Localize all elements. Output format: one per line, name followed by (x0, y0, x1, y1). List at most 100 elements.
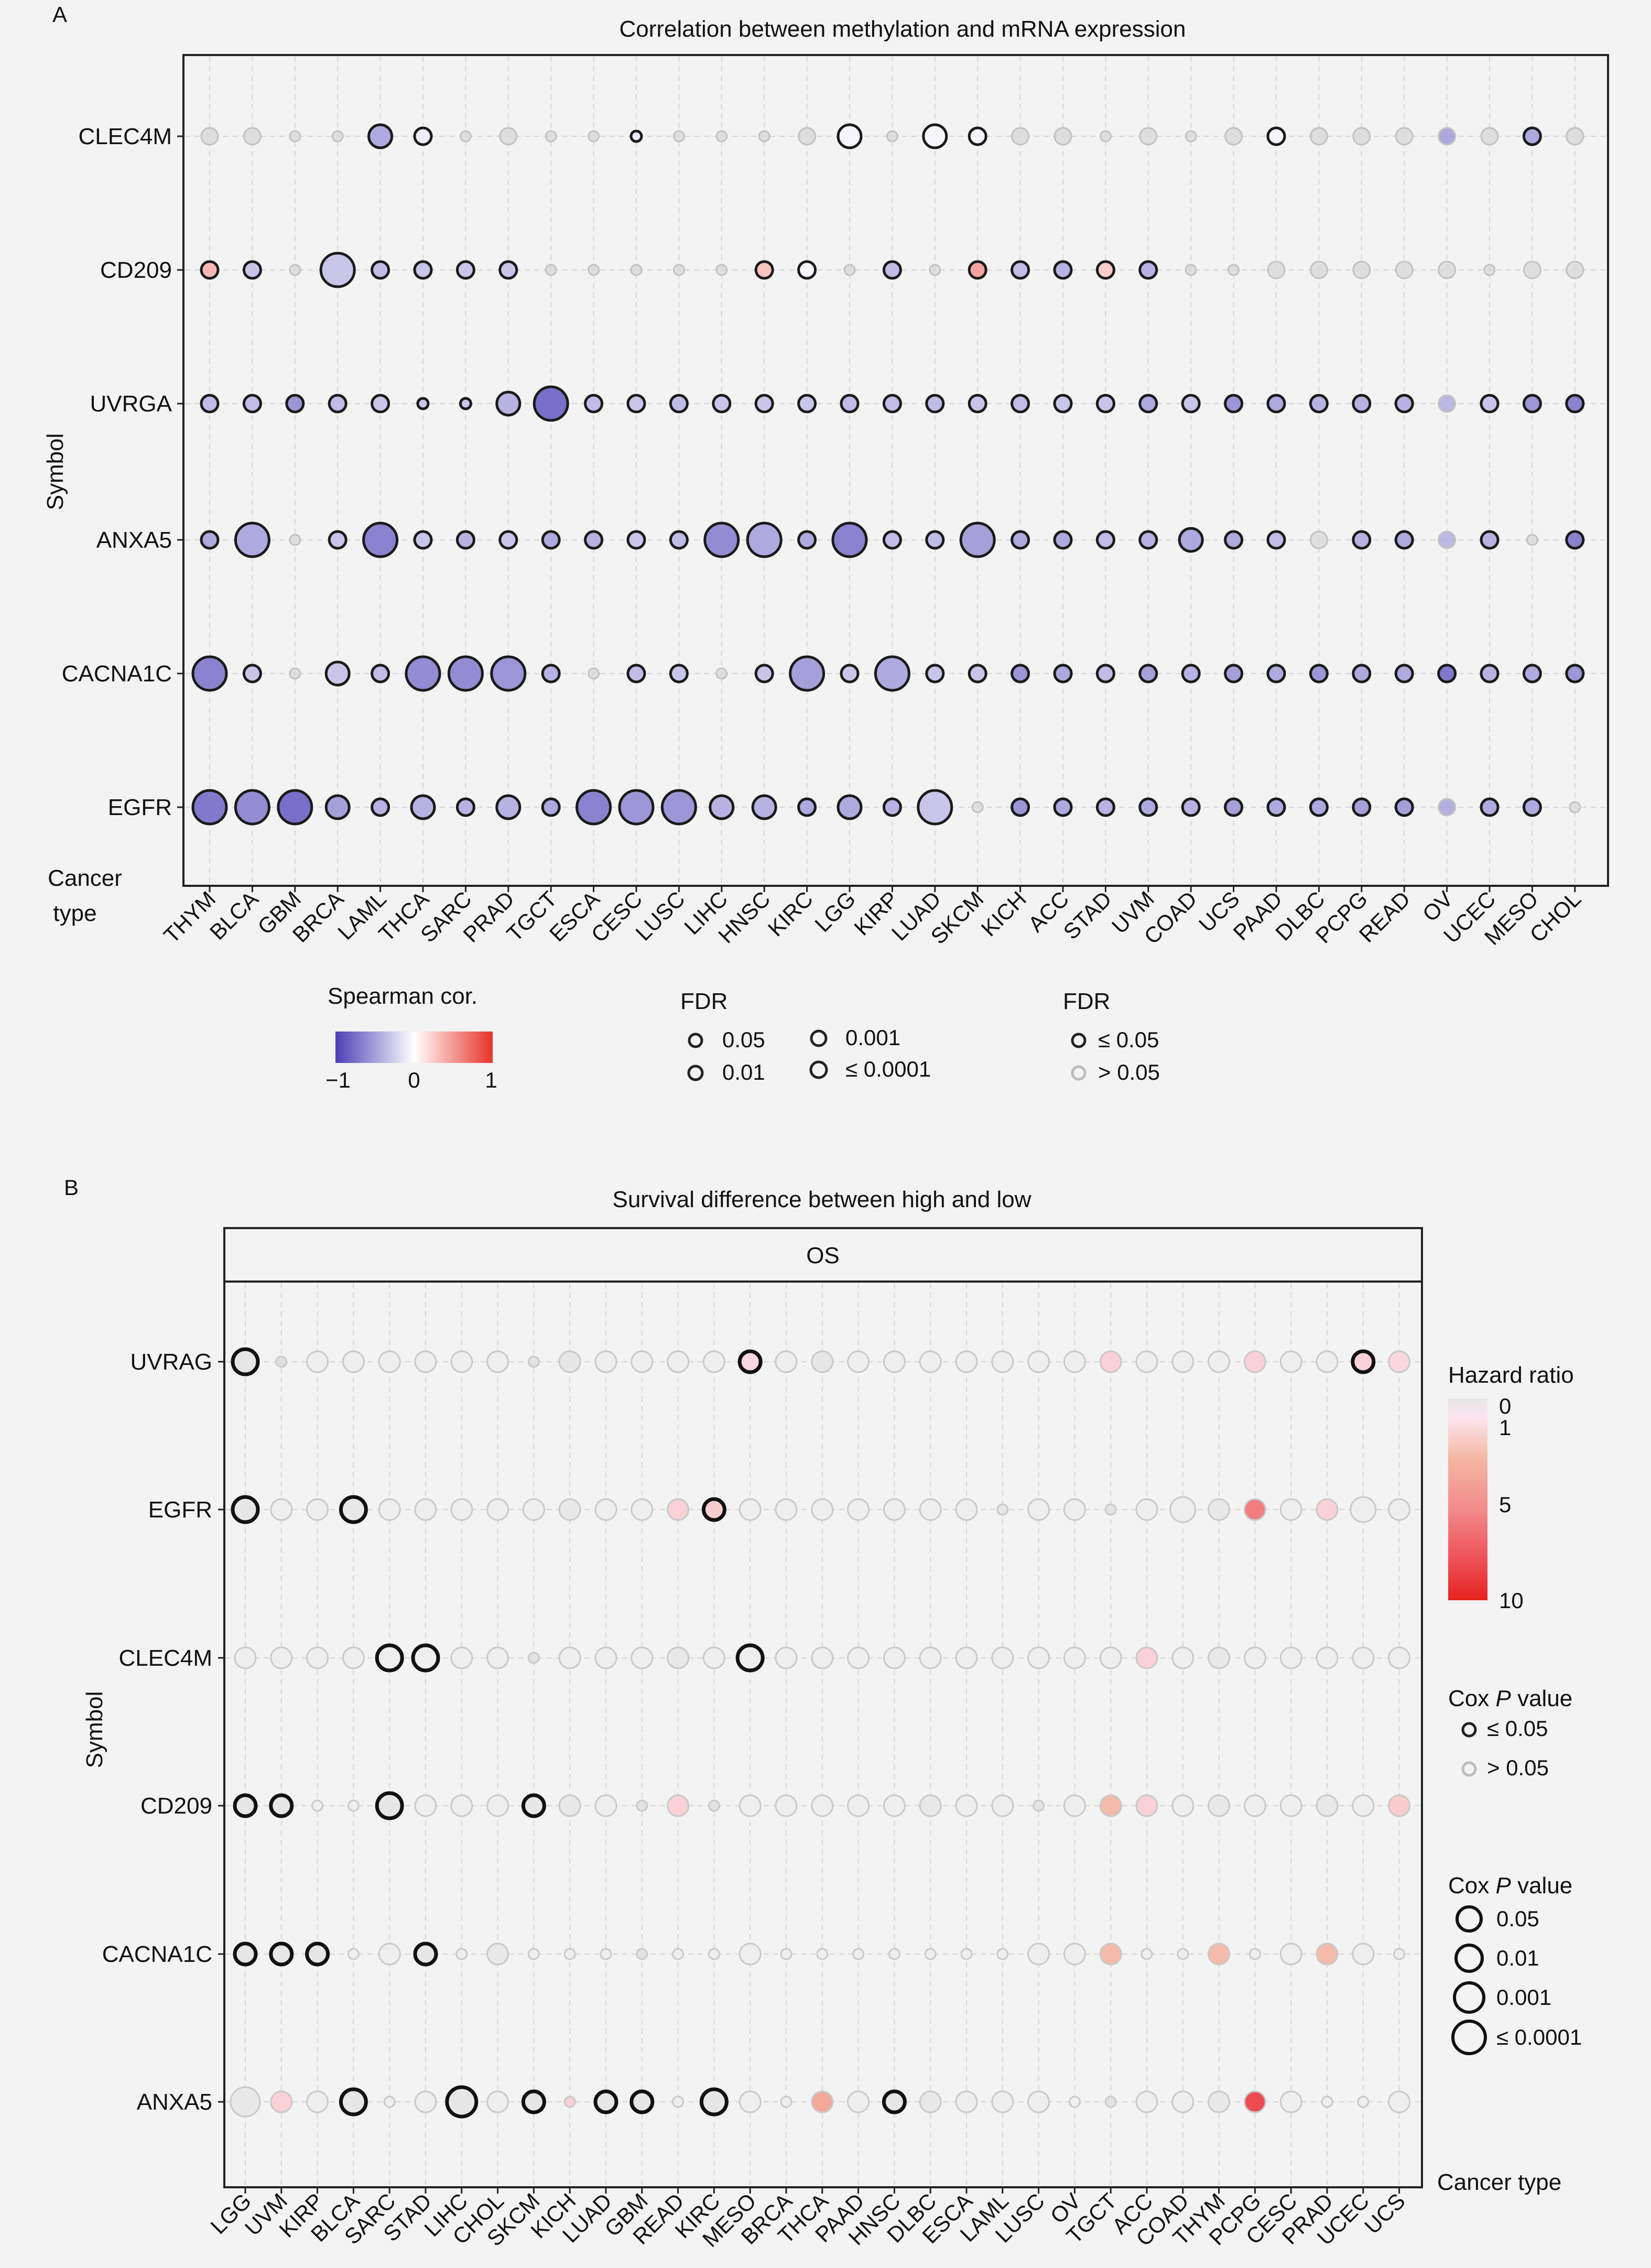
point-anxa5-coad (1178, 527, 1204, 553)
point-cacna1c-esca (588, 667, 600, 680)
y-tick-label-clec4m: CLEC4M (79, 124, 172, 149)
b-point-clec4m-hnsc (883, 1646, 906, 1669)
point-cd209-hnsc (754, 260, 774, 280)
point-anxa5-lusc (669, 530, 689, 550)
point-cd209-thym (200, 260, 220, 280)
b-point-cd209-stad (414, 1794, 437, 1817)
point-egfr-tgct (541, 797, 561, 817)
b-point-anxa5-stad (414, 2090, 437, 2113)
b-point-uvrag-skcm (527, 1355, 540, 1368)
point-clec4m-cesc (629, 129, 643, 143)
point-clec4m-coad (1185, 130, 1197, 143)
b-point-cd209-paad (847, 1794, 870, 1817)
point-anxa5-ucec (1480, 530, 1500, 550)
b-point-cacna1c-read (672, 1948, 685, 1960)
point-cd209-paad (1267, 261, 1286, 279)
point-anxa5-paad (1266, 530, 1286, 550)
x-tick-label-thym: THYM (159, 886, 220, 948)
b-point-egfr-acc (1135, 1498, 1158, 1521)
cox-title-prefix: Cox (1448, 1686, 1495, 1711)
point-cacna1c-blca (242, 664, 262, 683)
point-egfr-gbm (277, 789, 313, 826)
point-clec4m-kirp (886, 130, 898, 143)
point-egfr-luad (917, 789, 953, 826)
panel-a-points (191, 123, 1585, 826)
point-anxa5-acc (1053, 530, 1073, 550)
b-point-uvrag-hnsc (883, 1350, 906, 1373)
point-anxa5-chol (1565, 530, 1585, 550)
point-egfr-blca (234, 789, 270, 826)
x-tick-label-blca: BLCA (205, 886, 263, 945)
point-cd209-cesc (630, 264, 643, 276)
b-point-egfr-tgct (1104, 1503, 1117, 1516)
b-point-clec4m-laml (991, 1646, 1014, 1669)
hr-legend-bar (1448, 1398, 1487, 1600)
b-point-anxa5-kirc (699, 2087, 729, 2117)
point-egfr-thym (191, 789, 228, 826)
b-point-cacna1c-gbm (636, 1948, 648, 1960)
point-anxa5-skcm (959, 522, 996, 558)
b-point-anxa5-thym (1208, 2090, 1231, 2113)
cox-nonsig-dot (1461, 1761, 1477, 1777)
point-cacna1c-luad (925, 664, 945, 683)
point-cacna1c-lihc (715, 667, 728, 680)
b-point-uvrag-esca (955, 1350, 978, 1373)
b-point-cd209-uvm (269, 1793, 294, 1818)
color-legend-tick-mid: 0 (408, 1068, 420, 1092)
cox-size-label-0.0001: ≤ 0.0001 (1496, 2025, 1582, 2049)
point-clec4m-kich (1011, 127, 1030, 146)
b-point-cacna1c-acc (1141, 1948, 1153, 1960)
b-point-uvrag-paad (847, 1350, 870, 1373)
point-uvrga-kirc (797, 394, 817, 414)
point-egfr-lgg (837, 794, 863, 820)
x-tick-label-paad: PAAD (1228, 886, 1287, 945)
point-uvrga-blca (242, 394, 262, 414)
point-egfr-chol (1569, 801, 1581, 813)
b-point-cacna1c-pcpg (1248, 1948, 1261, 1960)
b-point-egfr-stad (414, 1498, 437, 1521)
b-point-anxa5-sarc (383, 2096, 396, 2108)
point-egfr-dlbc (1309, 797, 1329, 817)
b-y-tick-label-anxa5: ANXA5 (137, 2089, 212, 2115)
b-point-clec4m-chol (486, 1646, 509, 1669)
point-cd209-luad (929, 264, 941, 276)
b-point-uvrag-prad (1316, 1350, 1339, 1373)
point-cacna1c-uvm (1138, 664, 1158, 683)
x-tick-label-kirc: KIRC (763, 886, 818, 941)
cox-size-label-0.05: 0.05 (1496, 1906, 1539, 1931)
b-point-anxa5-thca (811, 2090, 834, 2113)
size-legend-dot-0.05 (688, 1033, 703, 1048)
b-point-egfr-thca (811, 1498, 834, 1521)
b-point-clec4m-acc (1135, 1646, 1158, 1669)
point-cd209-kirp (882, 260, 902, 280)
cox-size-dot-0.0001 (1451, 2020, 1487, 2055)
b-point-cacna1c-stad (413, 1941, 438, 1967)
point-cd209-kirc (797, 260, 817, 280)
b-point-clec4m-dlbc (919, 1646, 942, 1669)
point-clec4m-sarc (459, 130, 472, 143)
b-y-tick-label-cd209: CD209 (140, 1793, 212, 1819)
point-cacna1c-prad (490, 655, 527, 692)
b-point-cd209-cesc (1279, 1794, 1302, 1817)
b-point-cd209-esca (955, 1794, 978, 1817)
point-egfr-brca (324, 794, 351, 820)
cox-size-title-prefix: Cox (1448, 1873, 1495, 1898)
point-cd209-brca (319, 252, 356, 288)
b-point-clec4m-esca (955, 1646, 978, 1669)
b-point-anxa5-kirp (306, 2090, 329, 2113)
sig-legend-label-sig: ≤ 0.05 (1098, 1027, 1159, 1052)
point-clec4m-meso (1522, 126, 1542, 146)
sig-legend-label-nonsig: > 0.05 (1098, 1060, 1160, 1084)
point-cd209-dlbc (1309, 261, 1328, 279)
b-point-cacna1c-lgg (233, 1941, 258, 1967)
b-point-cd209-sarc (375, 1791, 404, 1820)
panel-a-plot-area (182, 54, 1609, 887)
point-clec4m-luad (922, 123, 948, 149)
point-uvrga-kich (1011, 394, 1030, 414)
b-point-cacna1c-prad (1316, 1943, 1339, 1966)
b-point-uvrag-kirc (702, 1350, 725, 1373)
cox-size-title-italic: P (1495, 1873, 1511, 1898)
b-point-clec4m-pcpg (1243, 1646, 1266, 1669)
b-point-anxa5-acc (1135, 2090, 1158, 2113)
